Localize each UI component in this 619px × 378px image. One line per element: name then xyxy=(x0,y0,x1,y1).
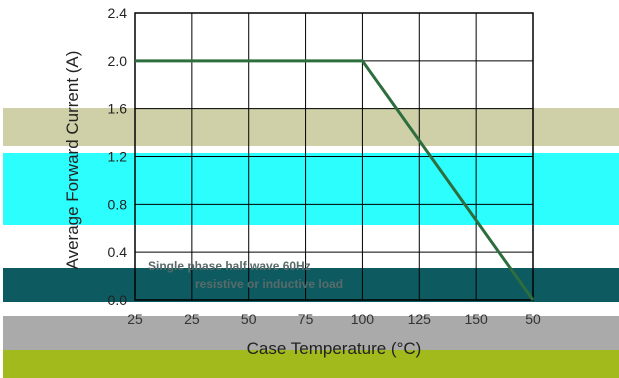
y-axis-label: Average Forward Current (A) xyxy=(63,51,82,270)
x-tick-label: 50 xyxy=(241,311,257,327)
x-tick-label: 25 xyxy=(127,311,143,327)
x-tick-label: 75 xyxy=(298,311,314,327)
y-tick-label: 2.4 xyxy=(108,5,128,21)
series-lines xyxy=(135,59,535,301)
y-tick-label: 0.4 xyxy=(108,244,128,260)
x-tick-label: 100 xyxy=(351,311,375,327)
y-tick-label: 0.0 xyxy=(108,292,128,308)
grid-lines xyxy=(135,13,533,300)
x-axis-label: Case Temperature (°C) xyxy=(247,339,422,358)
x-tick-label: 150 xyxy=(464,311,488,327)
series-line-0 xyxy=(135,59,535,301)
y-tick-label: 1.2 xyxy=(108,149,128,165)
y-tick-label: 1.6 xyxy=(108,101,128,117)
x-tick-label: 125 xyxy=(408,311,432,327)
band-cyan xyxy=(3,153,619,225)
x-tick-label: 25 xyxy=(184,311,200,327)
annotation-line-1: Single phase half wave 60Hz xyxy=(148,259,311,273)
tick-labels: 25 25 50 75 100 125 150 50 0.0 0.4 0.8 1.2 1.6 2.0 2.4 xyxy=(108,5,541,327)
band-olive xyxy=(3,350,619,378)
annotation-line-2: resistive or inductive load xyxy=(195,277,344,291)
band-khaki xyxy=(3,108,619,146)
y-tick-label: 0.8 xyxy=(108,196,128,212)
band-gray xyxy=(3,316,619,350)
y-tick-label: 2.0 xyxy=(108,53,128,69)
x-tick-label: 50 xyxy=(525,311,541,327)
band-teal xyxy=(3,268,619,302)
